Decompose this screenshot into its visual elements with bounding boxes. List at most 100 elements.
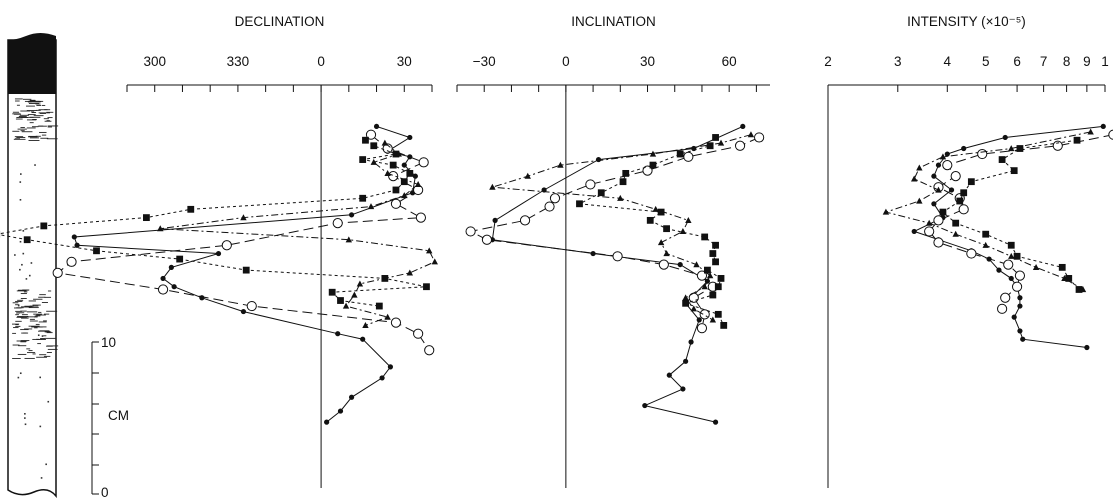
- data-point-open-circle: [924, 226, 935, 237]
- data-point-open-circle: [683, 151, 694, 162]
- data-point-filled-triangle: [935, 186, 942, 193]
- data-point-filled-circle: [931, 201, 937, 207]
- data-point-filled-circle: [324, 419, 330, 425]
- x-tick-label: 0: [317, 54, 325, 69]
- data-point-filled-circle: [680, 386, 686, 392]
- data-point-filled-square: [646, 216, 654, 224]
- data-point-filled-triangle: [657, 239, 665, 246]
- data-point-filled-circle: [387, 364, 394, 370]
- data-point-open-circle: [418, 157, 429, 168]
- texture-mark: [19, 372, 22, 375]
- intensity-panel: INTENSITY (×10⁻⁵) 2 3 4 5 6 7 8 9 1: [824, 14, 1113, 488]
- data-point-filled-circle: [683, 358, 689, 364]
- texture-mark: [21, 263, 23, 266]
- data-point-filled-square: [960, 189, 968, 197]
- declination-panel: DECLINATION 300 330 0 30: [0, 14, 438, 488]
- data-point-filled-triangle: [1032, 263, 1040, 270]
- data-point-filled-triangle: [381, 139, 389, 146]
- texture-mark: [19, 268, 21, 271]
- data-point-filled-circle: [712, 419, 719, 425]
- data-point-filled-square: [337, 297, 344, 304]
- data-point-filled-triangle: [356, 280, 364, 287]
- depth-label-0: 0: [101, 485, 109, 499]
- data-point-filled-square: [952, 219, 960, 227]
- data-point-filled-circle: [911, 228, 917, 235]
- data-point-filled-circle: [407, 134, 413, 141]
- data-point-filled-circle: [160, 275, 166, 282]
- data-point-filled-circle: [740, 123, 746, 130]
- texture-mark: [24, 417, 26, 419]
- x-tick-label: 30: [397, 54, 412, 69]
- x-tick-label: 30: [640, 54, 655, 69]
- data-point-filled-circle: [996, 267, 1002, 273]
- data-point-filled-circle: [1020, 336, 1026, 342]
- data-point-filled-square: [714, 310, 722, 318]
- data-point-filled-triangle: [345, 236, 353, 243]
- data-point-filled-triangle: [910, 175, 918, 182]
- data-point-filled-circle: [1017, 303, 1023, 309]
- data-point-open-circle: [157, 284, 169, 295]
- data-point-filled-square: [682, 299, 690, 307]
- texture-mark: [17, 376, 20, 379]
- texture-mark: [14, 254, 16, 256]
- data-point-filled-triangle: [1079, 286, 1087, 293]
- panel-title: DECLINATION: [235, 14, 325, 29]
- data-point-filled-triangle: [747, 131, 755, 138]
- texture-mark: [34, 164, 36, 166]
- data-point-filled-square: [406, 169, 414, 177]
- series-line-open-circle: [469, 137, 760, 329]
- data-point-filled-circle: [961, 145, 967, 152]
- data-point-filled-circle: [642, 402, 648, 409]
- data-point-open-circle: [1052, 140, 1063, 151]
- texture-mark: [45, 463, 47, 466]
- data-point-filled-triangle: [384, 169, 391, 176]
- series-line-open-circle: [56, 134, 430, 351]
- data-point-filled-square: [1075, 286, 1083, 293]
- data-point-filled-triangle: [1087, 128, 1094, 135]
- x-tick-label: 330: [227, 54, 250, 69]
- data-point-filled-triangle: [370, 158, 377, 165]
- data-point-open-circle: [950, 171, 961, 182]
- texture-mark: [19, 181, 22, 183]
- data-point-open-circle: [933, 237, 944, 248]
- data-point-filled-triangle: [157, 225, 164, 232]
- data-point-filled-square: [712, 258, 719, 266]
- data-point-filled-triangle: [406, 269, 414, 276]
- texture-mark: [24, 413, 26, 415]
- data-point-open-circle: [958, 204, 969, 215]
- data-point-filled-square: [93, 247, 100, 255]
- data-point-filled-triangle: [690, 305, 697, 312]
- data-point-filled-square: [714, 283, 722, 291]
- data-point-filled-square: [1013, 252, 1021, 260]
- texture-mark: [39, 425, 42, 428]
- data-point-filled-square: [998, 156, 1006, 163]
- core-log: 10 CM 0: [7, 33, 129, 499]
- data-point-filled-triangle: [925, 219, 933, 226]
- panel-title: INCLINATION: [571, 14, 656, 29]
- data-point-filled-triangle: [1061, 275, 1068, 282]
- data-point-filled-triangle: [717, 139, 725, 146]
- data-point-open-circle: [1014, 270, 1026, 281]
- data-point-open-circle: [246, 300, 257, 312]
- data-point-filled-triangle: [709, 316, 717, 323]
- data-point-filled-square: [392, 186, 400, 194]
- x-tick-label: 2: [824, 54, 832, 69]
- x-tick-label: 3: [894, 54, 902, 69]
- x-tick-label: 6: [1013, 54, 1021, 69]
- data-point-filled-square: [720, 322, 728, 329]
- data-point-filled-triangle: [952, 230, 959, 237]
- texture-mark: [17, 304, 20, 307]
- data-point-open-circle: [933, 215, 944, 226]
- data-point-filled-circle: [168, 264, 174, 270]
- data-point-open-circle: [612, 251, 623, 262]
- data-point-filled-triangle: [367, 203, 375, 210]
- series-line-filled-square: [577, 137, 725, 326]
- depth-label-10: 10: [101, 335, 116, 350]
- texture-mark: [19, 198, 22, 201]
- inclination-panel: INCLINATION −30 0 30 60: [456, 14, 770, 488]
- data-point-filled-triangle: [701, 283, 708, 290]
- data-point-filled-circle: [590, 250, 596, 257]
- series-line-filled-circle: [73, 125, 416, 423]
- data-point-open-circle: [997, 303, 1008, 314]
- series-line-open-circle: [928, 134, 1113, 309]
